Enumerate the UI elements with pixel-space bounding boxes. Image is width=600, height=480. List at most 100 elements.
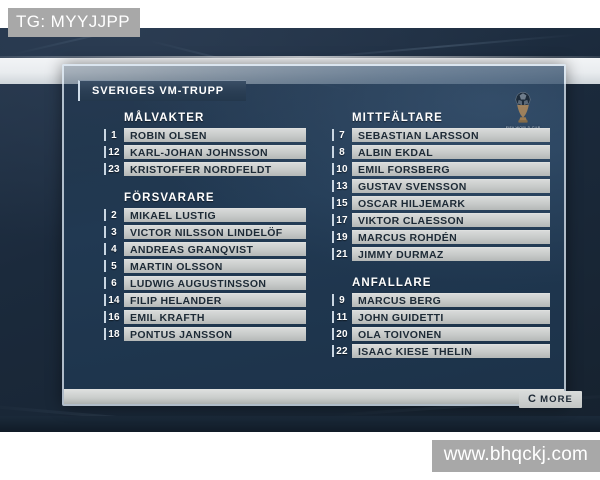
panel-footer-bar xyxy=(64,389,564,404)
panel-title: SVERIGES VM-TRUPP xyxy=(78,80,246,101)
row-tick-icon xyxy=(104,129,106,141)
row-tick-icon xyxy=(332,214,334,226)
player-number: 17 xyxy=(336,214,348,226)
player-row[interactable]: 12 KARL-JOHAN JOHNSSON xyxy=(104,145,306,159)
row-tick-icon xyxy=(332,248,334,260)
player-name: KARL-JOHAN JOHNSSON xyxy=(124,145,306,159)
player-row[interactable]: 20 OLA TOIVONEN xyxy=(332,327,550,341)
player-list-defenders: 2 MIKAEL LUSTIG 3 VICTOR NILSSON LINDELÖ… xyxy=(104,208,306,341)
player-number: 10 xyxy=(336,163,348,175)
broadcaster-logo-cmore: C MORE xyxy=(519,391,582,408)
player-number: 21 xyxy=(336,248,348,260)
player-name: MIKAEL LUSTIG xyxy=(124,208,306,222)
top-band-sheen xyxy=(0,56,600,59)
player-row[interactable]: 1 ROBIN OLSEN xyxy=(104,128,306,142)
player-row[interactable]: 15 OSCAR HILJEMARK xyxy=(332,196,550,210)
cmore-label: MORE xyxy=(540,393,573,405)
squad-panel: SVERIGES VM-TRUPP FIFA WORLD CUP RUSSIA … xyxy=(62,64,566,406)
player-row[interactable]: 22 ISAAC KIESE THELIN xyxy=(332,344,550,358)
player-number: 20 xyxy=(336,328,348,340)
player-number: 4 xyxy=(111,243,117,255)
player-number: 15 xyxy=(336,197,348,209)
player-name: KRISTOFFER NORDFELDT xyxy=(124,162,306,176)
player-name: PONTUS JANSSON xyxy=(124,327,306,341)
player-row[interactable]: 16 EMIL KRAFTH xyxy=(104,310,306,324)
player-name: OLA TOIVONEN xyxy=(352,327,550,341)
player-number: 14 xyxy=(108,294,120,306)
player-name: ISAAC KIESE THELIN xyxy=(352,344,550,358)
player-list-forwards: 9 MARCUS BERG 11 JOHN GUIDETTI 20 OLA TO… xyxy=(332,293,550,358)
squad-column-left: MÅLVAKTER 1 ROBIN OLSEN 12 KARL-JOHAN JO… xyxy=(104,110,306,344)
player-row[interactable]: 4 ANDREAS GRANQVIST xyxy=(104,242,306,256)
row-tick-icon xyxy=(104,163,106,175)
row-tick-icon xyxy=(332,294,334,306)
player-row[interactable]: 2 MIKAEL LUSTIG xyxy=(104,208,306,222)
player-name: SEBASTIAN LARSSON xyxy=(352,128,550,142)
player-name: ALBIN EKDAL xyxy=(352,145,550,159)
section-heading-defenders: FÖRSVARARE xyxy=(124,192,215,204)
player-row[interactable]: 19 MARCUS ROHDÉN xyxy=(332,230,550,244)
row-tick-icon xyxy=(332,197,334,209)
player-number: 7 xyxy=(339,129,345,141)
player-row[interactable]: 17 VIKTOR CLAESSON xyxy=(332,213,550,227)
player-row[interactable]: 21 JIMMY DURMAZ xyxy=(332,247,550,261)
player-number: 12 xyxy=(108,146,120,158)
player-name: FILIP HELANDER xyxy=(124,293,306,307)
player-list-goalkeepers: 1 ROBIN OLSEN 12 KARL-JOHAN JOHNSSON 23 … xyxy=(104,128,306,176)
top-overlay-tag: TG: MYYJJPP xyxy=(8,8,140,37)
player-name: ROBIN OLSEN xyxy=(124,128,306,142)
player-row[interactable]: 23 KRISTOFFER NORDFELDT xyxy=(104,162,306,176)
player-list-midfielders: 7 SEBASTIAN LARSSON 8 ALBIN EKDAL 10 EMI… xyxy=(332,128,550,261)
row-tick-icon xyxy=(104,294,106,306)
row-tick-icon xyxy=(332,180,334,192)
player-name: EMIL KRAFTH xyxy=(124,310,306,324)
row-tick-icon xyxy=(332,129,334,141)
bottom-dark-band xyxy=(0,416,600,432)
player-number: 1 xyxy=(111,129,117,141)
player-name: EMIL FORSBERG xyxy=(352,162,550,176)
site-watermark: www.bhqckj.com xyxy=(431,440,600,472)
player-number: 2 xyxy=(111,209,117,221)
player-row[interactable]: 7 SEBASTIAN LARSSON xyxy=(332,128,550,142)
row-tick-icon xyxy=(104,226,106,238)
row-tick-icon xyxy=(104,311,106,323)
row-tick-icon xyxy=(332,328,334,340)
player-row[interactable]: 13 GUSTAV SVENSSON xyxy=(332,179,550,193)
player-row[interactable]: 11 JOHN GUIDETTI xyxy=(332,310,550,324)
player-row[interactable]: 10 EMIL FORSBERG xyxy=(332,162,550,176)
player-name: OSCAR HILJEMARK xyxy=(352,196,550,210)
player-row[interactable]: 5 MARTIN OLSSON xyxy=(104,259,306,273)
player-row[interactable]: 14 FILIP HELANDER xyxy=(104,293,306,307)
section-heading-forwards: ANFALLARE xyxy=(352,277,432,289)
row-tick-icon xyxy=(332,311,334,323)
row-tick-icon xyxy=(332,163,334,175)
player-name: ANDREAS GRANQVIST xyxy=(124,242,306,256)
player-name: MARTIN OLSSON xyxy=(124,259,306,273)
player-name: VIKTOR CLAESSON xyxy=(352,213,550,227)
player-name: JIMMY DURMAZ xyxy=(352,247,550,261)
row-tick-icon xyxy=(104,243,106,255)
player-number: 9 xyxy=(339,294,345,306)
row-tick-icon xyxy=(104,260,106,272)
player-number: 8 xyxy=(339,146,345,158)
row-tick-icon xyxy=(104,209,106,221)
player-name: VICTOR NILSSON LINDELÖF xyxy=(124,225,306,239)
player-number: 13 xyxy=(336,180,348,192)
player-row[interactable]: 6 LUDWIG AUGUSTINSSON xyxy=(104,276,306,290)
row-tick-icon xyxy=(104,277,106,289)
player-row[interactable]: 8 ALBIN EKDAL xyxy=(332,145,550,159)
player-number: 6 xyxy=(111,277,117,289)
player-number: 22 xyxy=(336,345,348,357)
player-row[interactable]: 18 PONTUS JANSSON xyxy=(104,327,306,341)
player-row[interactable]: 3 VICTOR NILSSON LINDELÖF xyxy=(104,225,306,239)
player-number: 3 xyxy=(111,226,117,238)
row-tick-icon xyxy=(332,231,334,243)
player-name: JOHN GUIDETTI xyxy=(352,310,550,324)
player-row[interactable]: 9 MARCUS BERG xyxy=(332,293,550,307)
player-number: 5 xyxy=(111,260,117,272)
broadcast-frame: SVERIGES VM-TRUPP FIFA WORLD CUP RUSSIA … xyxy=(0,28,600,432)
section-heading-goalkeepers: MÅLVAKTER xyxy=(124,112,205,124)
squad-column-right: MITTFÄLTARE 7 SEBASTIAN LARSSON 8 ALBIN … xyxy=(332,110,550,361)
player-name: LUDWIG AUGUSTINSSON xyxy=(124,276,306,290)
row-tick-icon xyxy=(104,328,106,340)
